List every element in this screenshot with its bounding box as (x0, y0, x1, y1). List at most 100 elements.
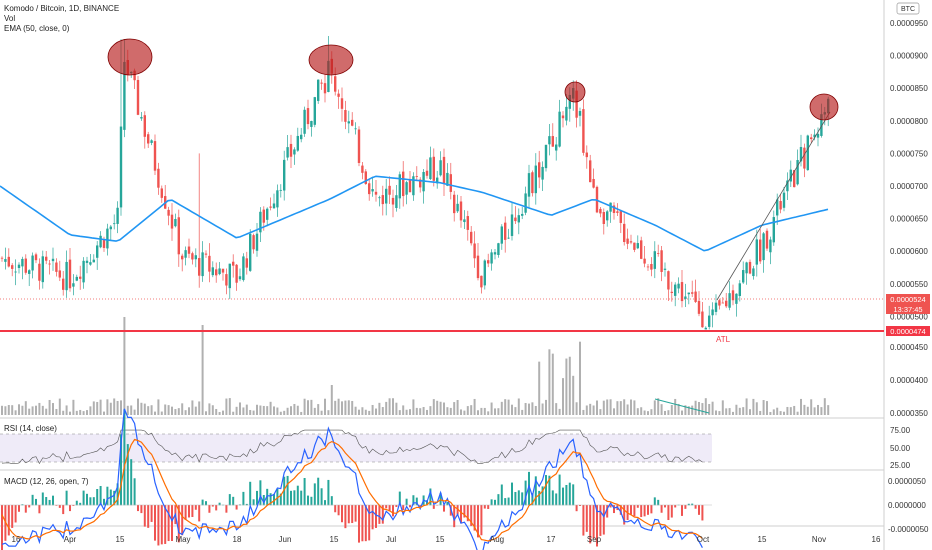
candle-body (351, 119, 354, 126)
candle-body (368, 183, 371, 195)
candle-body (769, 239, 772, 253)
candle-body (456, 203, 459, 212)
macd-histogram-bar (143, 505, 146, 527)
candle-body (667, 271, 670, 290)
symbol-title[interactable]: Komodo / Bitcoin, 1D, BINANCE (4, 4, 119, 13)
volume-bar (143, 403, 146, 415)
macd-histogram-bar (473, 505, 476, 531)
volume-bar (392, 398, 394, 415)
volume-bar (201, 325, 204, 415)
candle-body (565, 106, 568, 121)
peak-circle-2 (308, 44, 354, 76)
macd-histogram-bar (402, 505, 405, 511)
candle-body (89, 262, 92, 265)
volume-bar (562, 378, 564, 415)
macd-histogram-bar (140, 505, 143, 514)
macd-histogram-bar (483, 505, 486, 509)
candle-body (629, 241, 633, 243)
atl-price-label: 0.0000474 (890, 327, 925, 336)
volume-bar (429, 406, 432, 415)
volume-bar (806, 406, 809, 415)
candle-body (612, 205, 616, 213)
macd-line (1, 408, 703, 550)
macd-histogram-bar (99, 486, 102, 506)
macd-histogram-bar (330, 496, 333, 506)
candle-body (174, 219, 177, 227)
candle-body (578, 111, 582, 116)
candle-body (657, 253, 660, 254)
currency-badge[interactable] (896, 2, 920, 15)
macd-histogram-bar (650, 505, 653, 514)
macd-histogram-bar (674, 505, 677, 508)
candle-body (286, 147, 289, 158)
candle-body (507, 237, 510, 239)
candle-body (412, 176, 415, 196)
macd-histogram-bar (405, 498, 408, 506)
volume-bar (164, 404, 167, 415)
macd-histogram-bar (507, 497, 510, 506)
time-tick-label: Aug (490, 535, 504, 544)
volume-bar (31, 406, 34, 415)
candle-body (816, 133, 820, 138)
volume-bar (698, 401, 700, 415)
volume-bar (660, 404, 663, 415)
volume-bar (300, 411, 303, 415)
macd-histogram-bar (585, 505, 588, 532)
atl-text: ATL (716, 335, 731, 344)
volume-bar (79, 409, 82, 415)
macd-group (0, 408, 712, 550)
volume-bar (130, 405, 133, 415)
candle-body (759, 239, 762, 262)
candle-body (252, 235, 255, 250)
volume-bar (89, 406, 92, 415)
macd-histogram-bar (160, 505, 163, 545)
volume-bar (592, 405, 595, 415)
macd-histogram-bar (385, 505, 388, 509)
macd-histogram-bar (235, 505, 238, 510)
macd-histogram-bar (568, 482, 571, 506)
volume-bar (803, 404, 806, 415)
candle-body (697, 300, 701, 314)
macd-histogram-bar (327, 479, 330, 506)
macd-histogram-bar (395, 505, 398, 507)
candle-body (296, 135, 299, 151)
volume-bar (18, 404, 20, 415)
macd-histogram-bar (660, 505, 663, 513)
rsi-legend[interactable]: RSI (14, close) (4, 424, 57, 433)
candle-body (748, 261, 752, 274)
volume-bar (351, 400, 354, 415)
candle-body (58, 270, 61, 278)
volume-bar (456, 400, 459, 415)
volume-bar (106, 399, 109, 415)
volume-bar (198, 401, 201, 415)
volume-bar (494, 408, 496, 415)
volume-bar (579, 341, 581, 415)
vol-legend[interactable]: Vol (4, 14, 15, 23)
macd-histogram-bar (521, 492, 524, 506)
volume-bar (691, 405, 694, 415)
candle-body (303, 109, 306, 134)
volume-bar (116, 400, 119, 415)
candle-body (177, 217, 180, 255)
macd-histogram-bar (72, 505, 75, 506)
volume-bar (572, 375, 575, 415)
candle-body (762, 233, 765, 261)
candle-body (41, 256, 44, 283)
candle-body (153, 141, 157, 171)
volume-bar (490, 402, 493, 415)
volume-bar (443, 402, 445, 415)
volume-bar (269, 401, 272, 415)
volume-bar (38, 402, 41, 415)
macd-legend[interactable]: MACD (12, 26, open, 7) (4, 477, 89, 486)
candle-body (701, 311, 704, 328)
volume-bar (171, 406, 173, 415)
macd-histogram-bar (86, 493, 88, 506)
ema-legend[interactable]: EMA (50, close, 0) (4, 24, 70, 33)
volume-bar (303, 398, 306, 415)
macd-histogram-bar (205, 501, 207, 506)
volume-bar (728, 408, 731, 415)
candle-body (425, 170, 429, 176)
volume-bar (694, 400, 697, 415)
macd-histogram-bar (334, 505, 337, 513)
